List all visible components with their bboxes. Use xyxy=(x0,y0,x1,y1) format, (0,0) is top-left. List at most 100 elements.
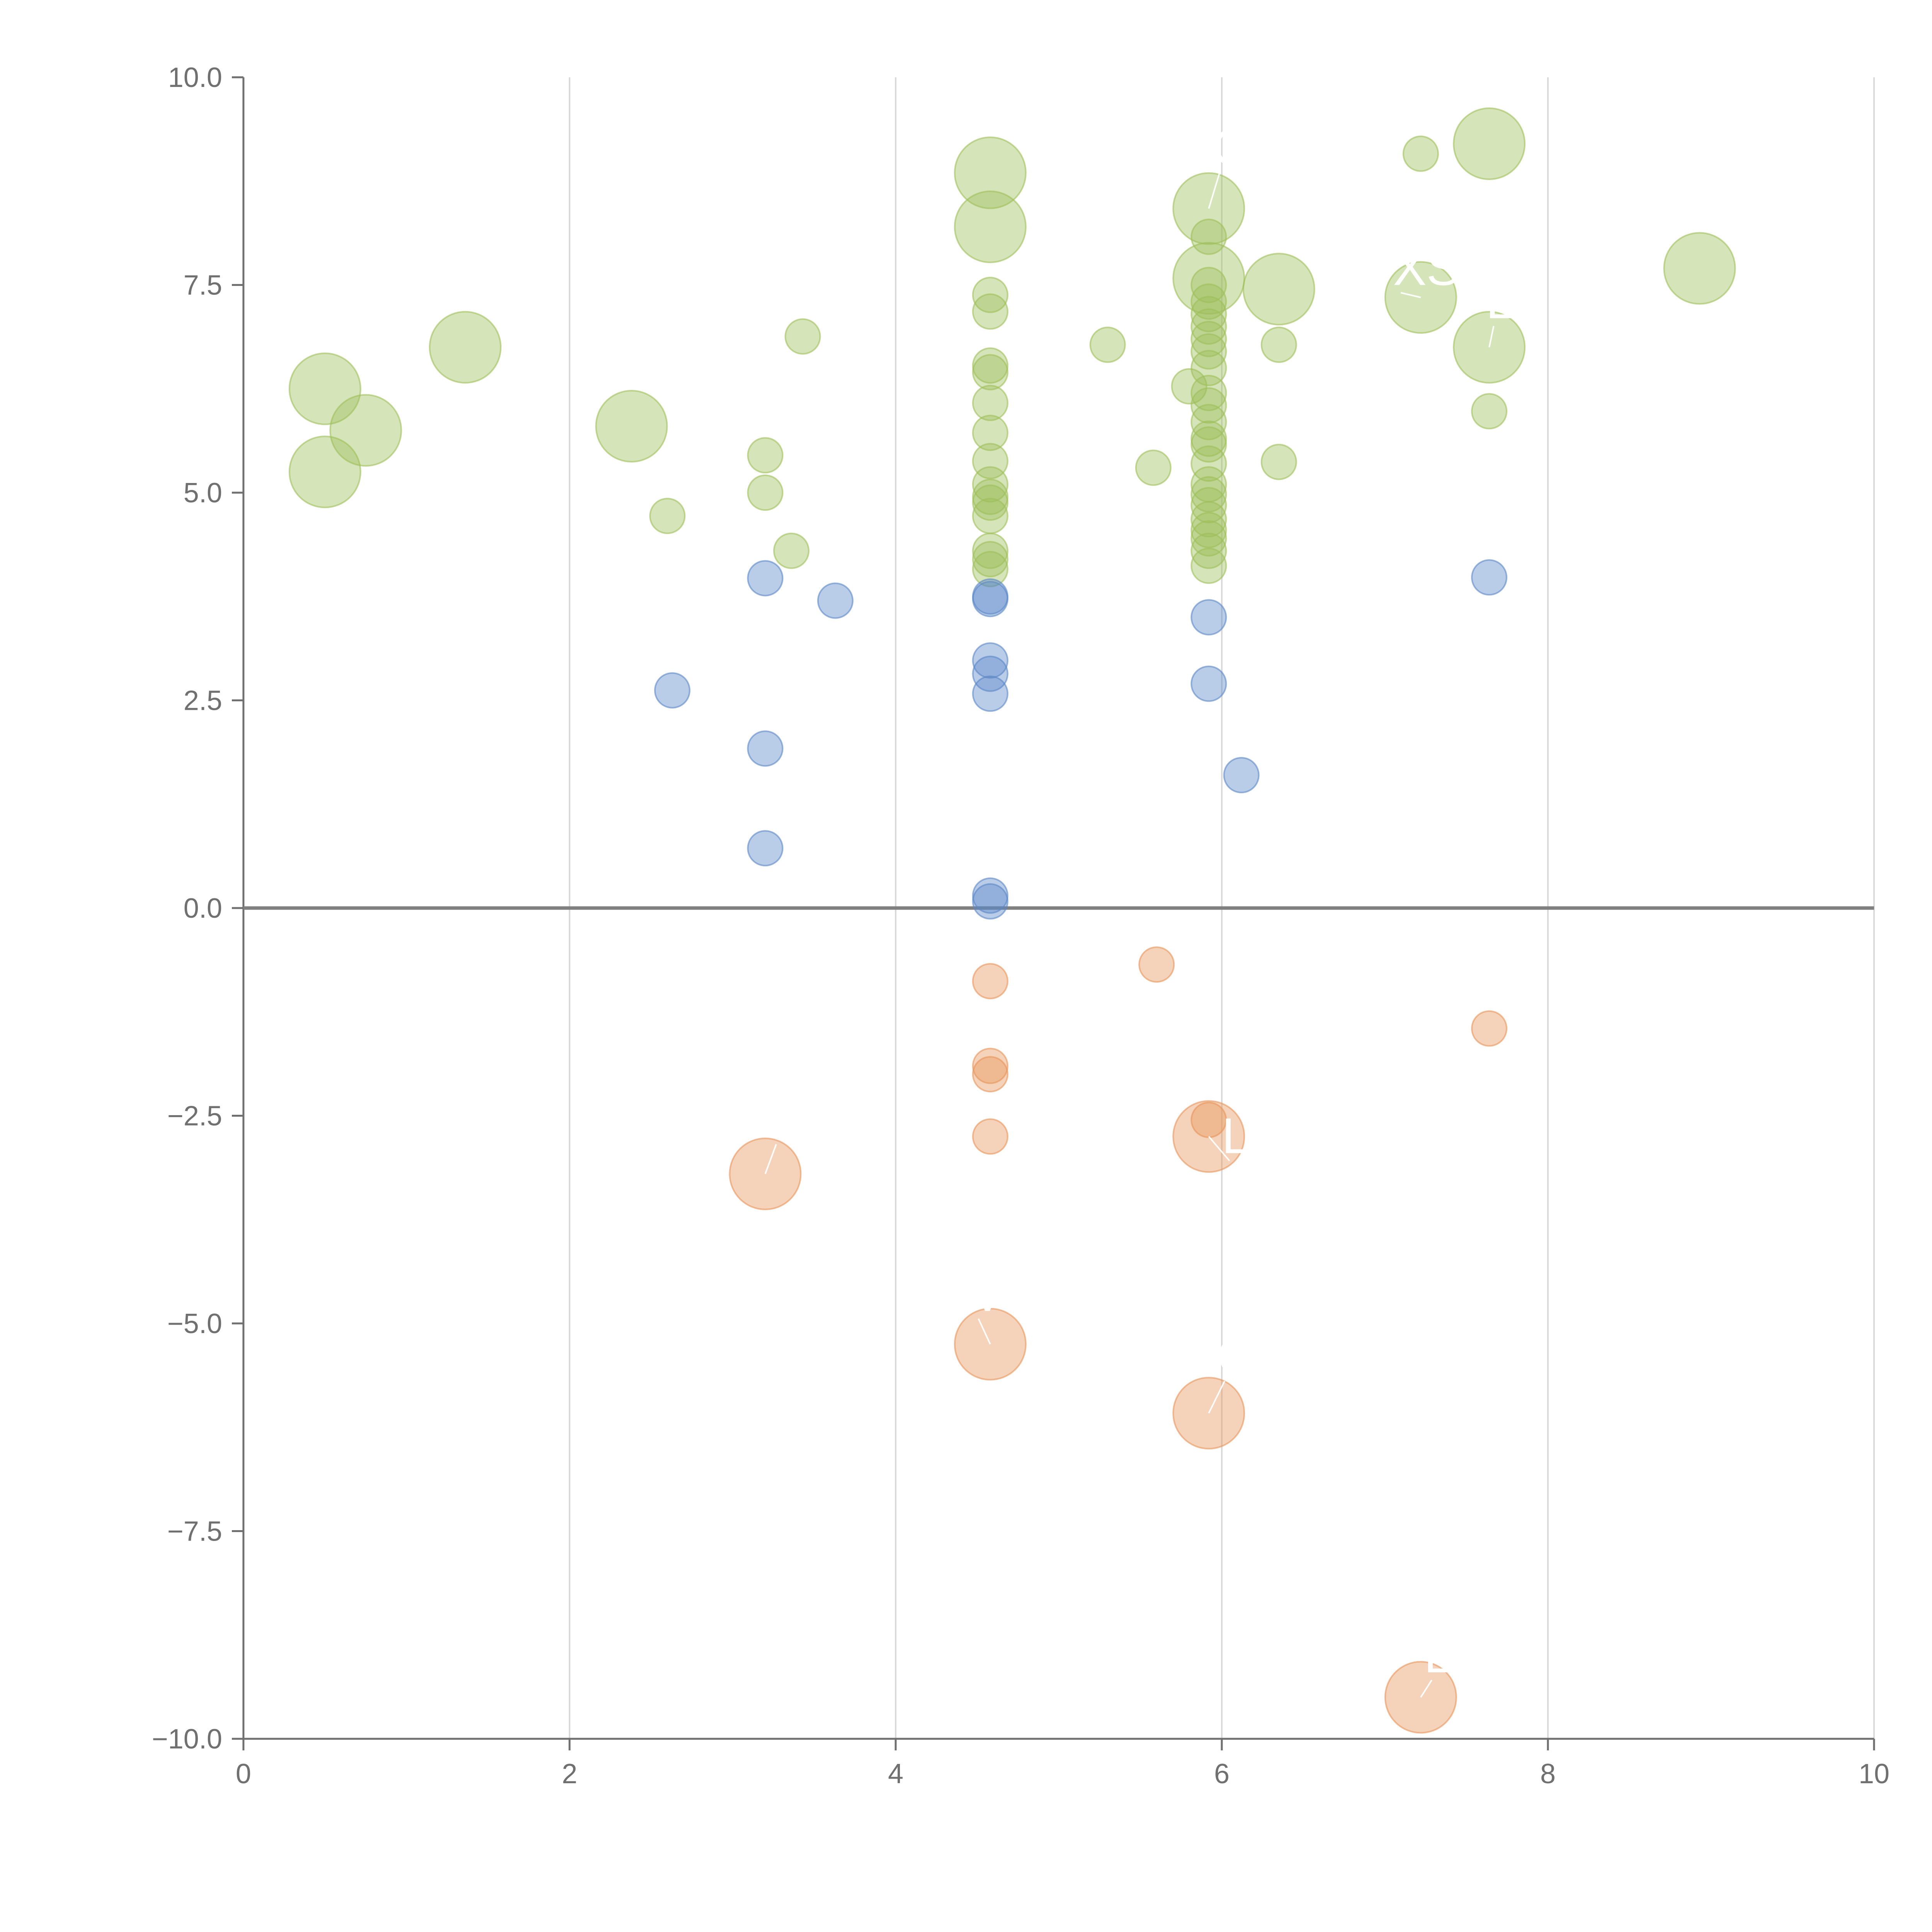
annotation-label: C xyxy=(1212,119,1248,175)
x-tick-label: 6 xyxy=(1214,1759,1230,1789)
data-point xyxy=(972,1056,1009,1092)
data-point xyxy=(1471,1010,1508,1047)
axis-layer: 10.0 7.5 5.0 2.5 0.0 −2.5 −5.0 −7.5 −10.0 0 2 4 6 8 10 xyxy=(152,62,1889,1789)
data-point xyxy=(1190,548,1227,584)
data-point xyxy=(729,1138,802,1210)
data-point xyxy=(1190,665,1227,702)
annotation-label: XS xyxy=(1393,240,1460,296)
label-layer: XS L L L L C C V xyxy=(764,119,1514,1698)
data-point xyxy=(972,484,1009,521)
data-point xyxy=(972,655,1009,692)
data-point xyxy=(1190,218,1227,255)
data-point xyxy=(972,532,1009,569)
data-point xyxy=(1190,296,1227,332)
data-point xyxy=(972,883,1009,920)
data-point xyxy=(972,498,1009,534)
annotation-label: L xyxy=(1222,1107,1250,1164)
y-tick-label: −7.5 xyxy=(167,1516,222,1547)
data-point xyxy=(747,830,784,867)
data-point xyxy=(1190,599,1227,636)
data-point xyxy=(1190,445,1227,482)
annotation-leader xyxy=(1208,172,1221,209)
data-point xyxy=(1135,449,1172,486)
data-point xyxy=(972,293,1009,330)
data-point xyxy=(1471,559,1508,596)
annotation-leader xyxy=(764,1144,777,1174)
data-point xyxy=(1190,1102,1227,1138)
y-tick-label: 7.5 xyxy=(184,270,222,301)
data-point xyxy=(1138,946,1175,983)
data-point xyxy=(972,642,1009,679)
x-tick-label: 0 xyxy=(236,1759,251,1789)
data-point xyxy=(289,352,361,425)
data-point xyxy=(1190,476,1227,513)
data-point xyxy=(1089,327,1126,363)
y-tick-label: −2.5 xyxy=(167,1101,222,1132)
y-tick-label: 10.0 xyxy=(168,62,222,93)
x-tick-label: 4 xyxy=(888,1759,903,1789)
annotation-leader xyxy=(1420,1679,1432,1698)
point-layer xyxy=(289,107,1736,1734)
data-point xyxy=(1242,253,1315,326)
data-point xyxy=(747,474,784,511)
x-tick-label: 2 xyxy=(562,1759,577,1789)
annotation-leader xyxy=(1488,326,1495,348)
data-point xyxy=(1171,368,1208,405)
data-point xyxy=(1402,135,1439,172)
data-point xyxy=(1471,393,1508,430)
annotation-leader xyxy=(978,1318,991,1345)
data-point xyxy=(954,136,1027,209)
x-tick-label: 10 xyxy=(1859,1759,1889,1789)
data-point xyxy=(1190,512,1227,548)
data-point xyxy=(1190,487,1227,524)
data-point xyxy=(972,551,1009,587)
data-point xyxy=(429,311,502,384)
data-point xyxy=(595,390,668,463)
annotation-label: V xyxy=(971,1265,1004,1322)
data-point xyxy=(972,963,1009,1000)
data-point xyxy=(747,437,784,474)
data-point xyxy=(747,560,784,597)
data-point xyxy=(1453,107,1526,180)
annotation-label: L xyxy=(1424,1627,1452,1683)
data-point xyxy=(289,435,361,509)
data-point xyxy=(1190,283,1227,320)
data-point xyxy=(773,532,810,569)
annotation-label: C xyxy=(1217,1328,1253,1384)
data-point xyxy=(1223,757,1260,793)
data-point xyxy=(972,541,1009,577)
data-point xyxy=(1190,426,1227,463)
annotation-leader xyxy=(1208,1136,1230,1162)
data-point xyxy=(972,415,1009,451)
data-point xyxy=(1190,321,1227,357)
data-point xyxy=(1190,350,1227,386)
data-point xyxy=(1190,532,1227,569)
data-point xyxy=(1190,501,1227,537)
data-point xyxy=(972,1118,1009,1155)
data-point xyxy=(817,582,854,619)
annotation-leader xyxy=(1208,1381,1226,1414)
data-point xyxy=(972,466,1009,503)
data-point xyxy=(1190,308,1227,345)
data-point xyxy=(972,354,1009,391)
annotation-label: L xyxy=(1486,273,1514,329)
data-point xyxy=(1190,375,1227,411)
y-tick-label: 2.5 xyxy=(184,685,222,716)
annotation-leader xyxy=(1400,292,1421,298)
data-point xyxy=(784,318,821,355)
data-point xyxy=(954,190,1027,263)
data-point xyxy=(1663,232,1736,305)
x-tick-label: 8 xyxy=(1540,1759,1556,1789)
y-tick-label: −5.0 xyxy=(167,1308,222,1339)
data-point xyxy=(654,672,690,709)
y-tick-label: 0.0 xyxy=(184,893,222,924)
data-point xyxy=(1190,520,1227,557)
y-tick-label: 5.0 xyxy=(184,478,222,509)
data-point xyxy=(649,498,686,534)
data-point xyxy=(972,384,1009,421)
data-point xyxy=(972,675,1009,712)
annotation-label: L xyxy=(769,1091,796,1147)
data-point xyxy=(1260,444,1297,480)
